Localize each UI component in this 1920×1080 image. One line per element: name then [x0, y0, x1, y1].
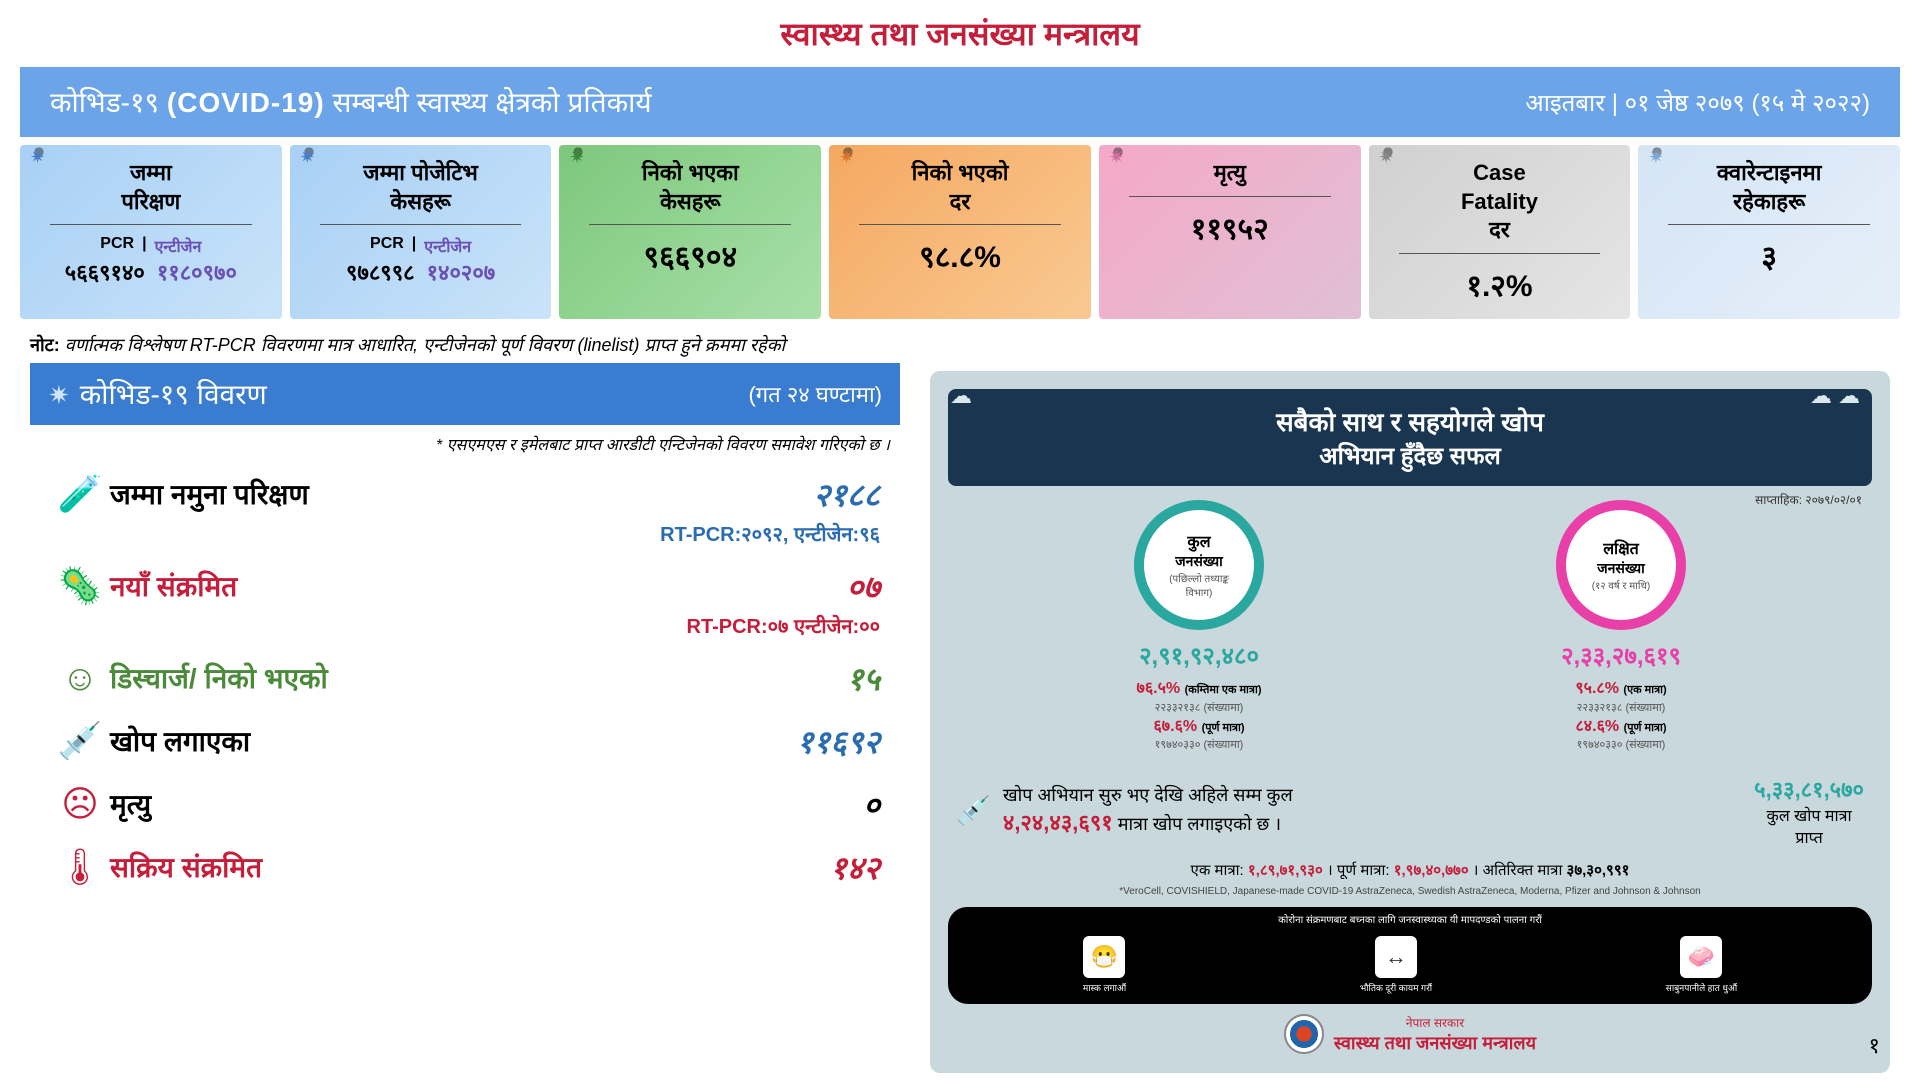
footnote: नोट: वर्णात्मक विश्लेषण RT-PCR विवरणमा म… [0, 327, 1920, 363]
safety-icon: 😷 [1083, 936, 1125, 978]
virus-icon: ✷ [48, 380, 70, 410]
details-note: * एसएमएस र इमेलबाट प्राप्त आरडीटी एन्टिज… [30, 425, 900, 463]
safety-icon: 🧼 [1680, 936, 1722, 978]
cloud-icon: ☁ ☁ [1810, 383, 1860, 409]
detail-value: ० [700, 783, 880, 826]
virus-icon: ✷ [839, 147, 854, 168]
detail-row: 🦠 नयाँ संक्रमित ०७ [30, 555, 900, 618]
detail-icon: ☹ [50, 783, 110, 825]
stat-card: ✷Case Fatality दर१.२% [1369, 145, 1631, 319]
syringe-icon: 💉 [956, 794, 991, 827]
detail-row: 💉 खोप लगाएका ११६९२ [30, 710, 900, 773]
virus-icon: ✷ [1109, 147, 1124, 168]
safety-item: 😷मास्क लगाऔं [1083, 936, 1126, 994]
detail-value: १४२ [700, 846, 880, 889]
detail-label: सक्रिय संक्रमित [110, 848, 700, 886]
detail-value: २१८८ [700, 473, 880, 516]
virus-icon: ✷ [569, 147, 584, 168]
safety-item: 🧼साबुनपानीले हात धुऔं [1666, 936, 1737, 994]
safety-item: ↔भौतिक दूरी कायम गरौं [1360, 936, 1432, 994]
safety-title: कोरोना संक्रमणबाट बच्नका लागि जनस्वास्थ्… [948, 907, 1872, 926]
detail-label: डिस्चार्ज/ निको भएको [110, 659, 700, 697]
stats-row: ✷जम्मा परिक्षणPCR|एन्टीजेन ५६६९१४०११८०९७… [0, 137, 1920, 327]
stat-card: ✷जम्मा परिक्षणPCR|एन्टीजेन ५६६९१४०११८०९७… [20, 145, 282, 319]
detail-row: 🌡 सक्रिय संक्रमित १४२ [30, 836, 900, 899]
cloud-icon: ☁ [950, 383, 972, 409]
vaccine-summary: 💉 खोप अभियान सुरु भए देखि अहिले सम्म कुल… [948, 766, 1872, 856]
detail-label: जम्मा नमुना परिक्षण [110, 475, 700, 513]
nepal-emblem-icon [1284, 1014, 1324, 1054]
page-number: १ [1869, 1030, 1880, 1060]
stat-card: ✷जम्मा पोजेटिभ केसहरूPCR|एन्टीजेन ९७८९९८… [290, 145, 552, 319]
ministry-footer: नेपाल सरकार स्वास्थ्य तथा जनसंख्या मन्त्… [948, 1014, 1872, 1055]
vaccine-types: *VeroCell, COVISHIELD, Japanese-made COV… [948, 886, 1872, 897]
stat-card: ✷निको भएको दर९८.८% [829, 145, 1091, 319]
virus-icon: ✷ [1648, 147, 1663, 168]
details-header: ✷कोभिड-१९ विवरण (गत २४ घण्टामा) [30, 363, 900, 425]
vaccine-population-circle: लक्षित जनसंख्या (१२ वर्ष र माथि) २,३३,२७… [1556, 500, 1686, 752]
detail-label: खोप लगाएका [110, 722, 700, 760]
virus-icon: ✷ [30, 147, 45, 168]
detail-row: ☺ डिस्चार्ज/ निको भएको १५ [30, 647, 900, 710]
safety-icon: ↔ [1375, 936, 1417, 978]
detail-label: नयाँ संक्रमित [110, 567, 700, 605]
detail-label: मृत्यु [110, 785, 700, 823]
detail-icon: 🦠 [50, 565, 110, 607]
stat-card: ✷क्वारेन्टाइनमा रहेकाहरू३ [1638, 145, 1900, 319]
detail-value: १५ [700, 657, 880, 700]
virus-icon: ✷ [1379, 147, 1394, 168]
stat-card: ✷मृत्यु११९५२ [1099, 145, 1361, 319]
detail-value: ०७ [700, 565, 880, 608]
detail-value: ११६९२ [700, 720, 880, 763]
virus-icon: ✷ [300, 147, 315, 168]
stat-card: ✷निको भएका केसहरू९६६९०४ [559, 145, 821, 319]
safety-bar: 😷मास्क लगाऔं ↔भौतिक दूरी कायम गरौं 🧼साबुनप… [948, 926, 1872, 1004]
details-panel: ✷कोभिड-१९ विवरण (गत २४ घण्टामा) * एसएमएस… [30, 363, 900, 1073]
detail-row: 🧪 जम्मा नमुना परिक्षण २१८८ [30, 463, 900, 526]
detail-icon: 🧪 [50, 473, 110, 515]
vaccine-date: साप्ताहिक: २०७९/०२/०१ [1755, 491, 1862, 508]
report-title-bar: कोभिड-१९ (COVID-19) सम्बन्धी स्वास्थ्य क… [20, 67, 1900, 137]
detail-icon: 🌡 [50, 846, 110, 888]
vaccine-title: सबैको साथ र सहयोगले खोप अभियान हुँदैछ सफ… [948, 389, 1872, 486]
doses-breakdown: एक मात्रा: १,८९,७१,९३० । पूर्ण मात्रा: १… [948, 860, 1872, 880]
vaccine-panel: ☁ ☁ ☁ सबैको साथ र सहयोगले खोप अभियान हुँ… [930, 363, 1890, 1073]
vaccine-population-circle: कुल जनसंख्या (पछिल्लो तथ्याङ्क विभाग) २,… [1134, 500, 1264, 752]
report-date: आइतबार | ०१ जेष्ठ २०७९ (१५ मे २०२२) [1525, 86, 1870, 119]
ministry-header: स्वास्थ्य तथा जनसंख्या मन्त्रालय [0, 0, 1920, 67]
detail-icon: 💉 [50, 720, 110, 762]
detail-icon: ☺ [50, 657, 110, 699]
detail-row: ☹ मृत्यु ० [30, 773, 900, 836]
report-title-left: कोभिड-१९ (COVID-19) सम्बन्धी स्वास्थ्य क… [50, 83, 652, 121]
